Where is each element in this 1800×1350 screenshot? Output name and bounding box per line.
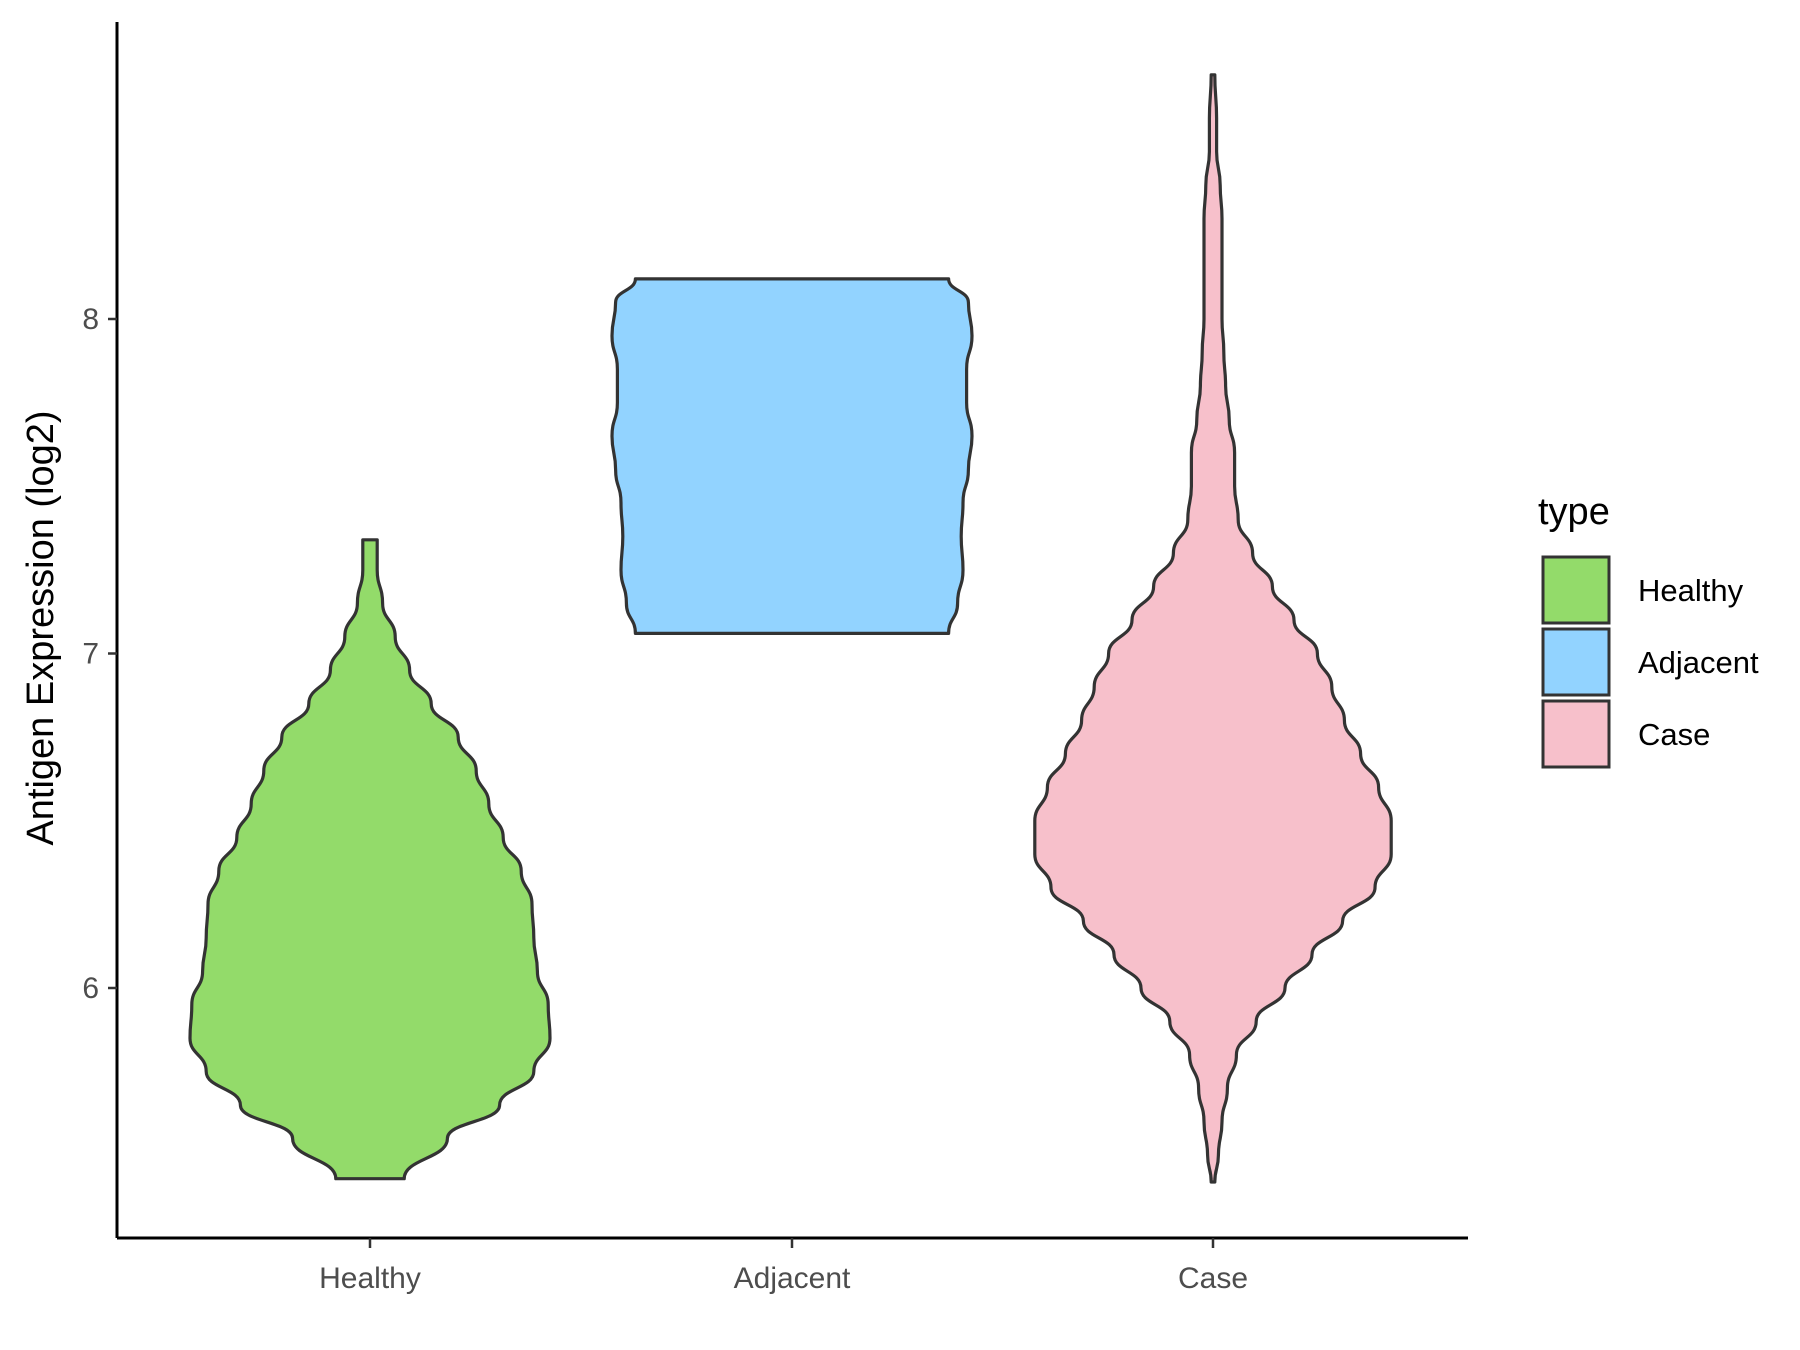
legend-key-healthy <box>1541 555 1611 625</box>
violin-layer <box>188 73 1393 1184</box>
legend-label: Healthy <box>1638 573 1744 608</box>
legend-key-case <box>1541 699 1611 769</box>
x-axis-ticks: Healthy Adjacent Case <box>319 1238 1248 1295</box>
violin-case <box>1033 73 1393 1184</box>
y-axis-ticks: 6 7 8 <box>82 303 117 1005</box>
violin-adjacent <box>610 277 974 635</box>
legend: type Healthy Adjacent Case <box>1538 491 1759 769</box>
y-tick-label: 7 <box>82 638 99 671</box>
y-tick-label: 8 <box>82 303 99 336</box>
legend-label: Case <box>1638 717 1710 752</box>
y-tick-label: 6 <box>82 972 99 1005</box>
violin-healthy <box>188 538 552 1181</box>
y-axis-title: Antigen Expression (log2) <box>20 410 62 845</box>
legend-label: Adjacent <box>1638 645 1759 680</box>
x-tick-label: Adjacent <box>734 1262 851 1295</box>
x-tick-label: Healthy <box>319 1262 421 1295</box>
x-tick-label: Case <box>1178 1262 1248 1295</box>
legend-key-adjacent <box>1541 627 1611 697</box>
legend-title: type <box>1538 491 1610 533</box>
